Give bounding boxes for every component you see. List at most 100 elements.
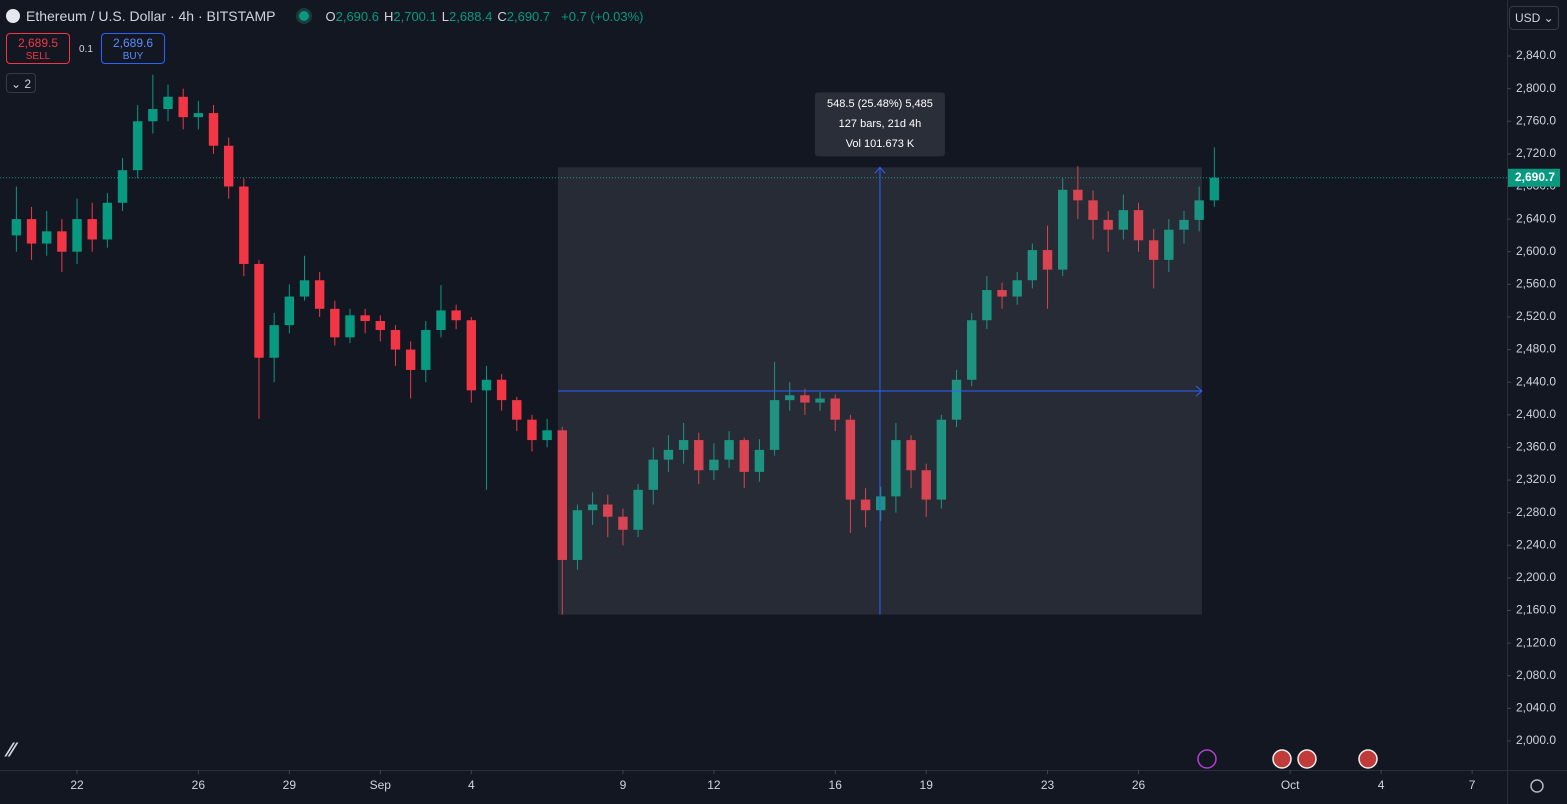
sell-button[interactable]: 2,689.5 SELL [6, 33, 70, 64]
event-icon[interactable] [1297, 749, 1317, 769]
y-tick-label: 2,200.0 [1516, 570, 1556, 584]
candle-body [1179, 219, 1189, 230]
candle-body [26, 219, 37, 244]
candle-body [117, 170, 128, 203]
candle-body [223, 145, 234, 187]
measure-arrow [1195, 385, 1203, 397]
y-tick-label: 2,320.0 [1516, 472, 1556, 486]
candle-body [663, 449, 674, 460]
candle-body [481, 379, 492, 391]
candle-body [527, 419, 537, 441]
candle-body [1042, 250, 1053, 270]
measure-text: Vol 101.673 K [846, 138, 915, 150]
y-tick-label: 2,120.0 [1516, 635, 1556, 649]
event-icon[interactable] [1197, 749, 1217, 769]
candle-body [1027, 250, 1038, 281]
event-icon[interactable] [1358, 749, 1378, 769]
candle-body [967, 320, 977, 380]
measure-tooltip [814, 92, 945, 157]
x-tick-label: Sep [370, 778, 392, 792]
measure-arrow [874, 166, 886, 174]
candle-body [42, 231, 52, 244]
candle-body [330, 308, 340, 338]
candle-body [1088, 200, 1098, 220]
candle-body [618, 516, 628, 530]
settings-icon[interactable] [1530, 779, 1544, 793]
candle-body [132, 121, 143, 171]
event-icon[interactable] [1272, 749, 1292, 769]
candle-body [72, 219, 82, 252]
candle-body [451, 310, 461, 321]
y-tick-label: 2,640.0 [1516, 211, 1556, 225]
x-tick-label: 4 [1378, 778, 1385, 792]
candle-body [845, 419, 856, 500]
y-tick-label: 2,280.0 [1516, 505, 1556, 519]
candle-body [648, 459, 658, 490]
ohlc-key: O [325, 8, 336, 24]
sell-price: 2,689.5 [17, 36, 59, 50]
candle-body [860, 499, 871, 511]
candle-body [800, 395, 810, 403]
x-tick-label: 12 [707, 778, 721, 792]
candle-body [148, 109, 158, 122]
candle-body [754, 449, 765, 472]
y-tick-label: 2,800.0 [1516, 81, 1556, 95]
candle-body [1012, 280, 1022, 297]
y-tick-label: 2,760.0 [1516, 113, 1556, 127]
y-tick-label: 2,360.0 [1516, 440, 1556, 454]
candle-body [1194, 200, 1204, 220]
ohlc-key: H [383, 8, 394, 24]
candle-body [299, 280, 310, 297]
candle-body [239, 186, 249, 264]
ohlc-key: C [497, 8, 507, 24]
x-tick-label: 23 [1041, 778, 1055, 792]
x-tick-label: 9 [620, 778, 627, 792]
candle-body [876, 496, 886, 511]
candle-body [724, 440, 734, 460]
candle-body [1209, 177, 1220, 201]
candle-body [1133, 210, 1144, 241]
x-tick-label: 26 [192, 778, 206, 792]
candle-body [269, 325, 279, 358]
indicators-toggle[interactable]: ⌄ 2 [6, 73, 36, 93]
candle-body [208, 113, 219, 146]
y-tick-label: 2,160.0 [1516, 603, 1556, 617]
candle-body [360, 315, 370, 322]
x-tick-label: 19 [920, 778, 934, 792]
candle-body [633, 489, 643, 530]
spread: 0.1 [79, 44, 93, 55]
candle-body [769, 400, 780, 450]
currency-select[interactable]: USD ⌄ [1509, 6, 1559, 30]
ohlc-value: 2,690.7 [506, 8, 551, 24]
candle-body [193, 113, 204, 118]
candle-body [891, 440, 901, 497]
candles [11, 74, 1220, 615]
x-tick-label: 7 [1469, 778, 1476, 792]
candle-body [587, 504, 598, 511]
sell-label: SELL [25, 51, 51, 62]
ohlc-value: 2,690.6 [335, 8, 379, 24]
candle-body [572, 510, 583, 560]
candle-body [178, 96, 188, 118]
candle-body [1073, 189, 1083, 201]
candle-body [951, 379, 962, 420]
candle-body [1103, 219, 1113, 230]
candle-body [163, 96, 173, 110]
symbol-title[interactable]: Ethereum / U.S. Dollar · 4h · BITSTAMP [26, 8, 276, 24]
y-tick-label: 2,400.0 [1516, 407, 1556, 421]
candle-body [466, 320, 476, 391]
candle-body [102, 202, 113, 240]
candle-body [997, 290, 1007, 297]
x-tick-label: 29 [283, 778, 297, 792]
candle-body [11, 219, 22, 236]
candle-body [1057, 189, 1068, 270]
candle-body [921, 470, 931, 500]
event-icons [1197, 749, 1378, 769]
candle-body [906, 440, 916, 471]
currency: USD [1515, 11, 1541, 25]
candle-body [1148, 240, 1159, 260]
y-tick-label: 2,240.0 [1516, 537, 1556, 551]
candle-body [694, 440, 704, 471]
buy-button[interactable]: 2,689.6 BUY [101, 33, 165, 64]
